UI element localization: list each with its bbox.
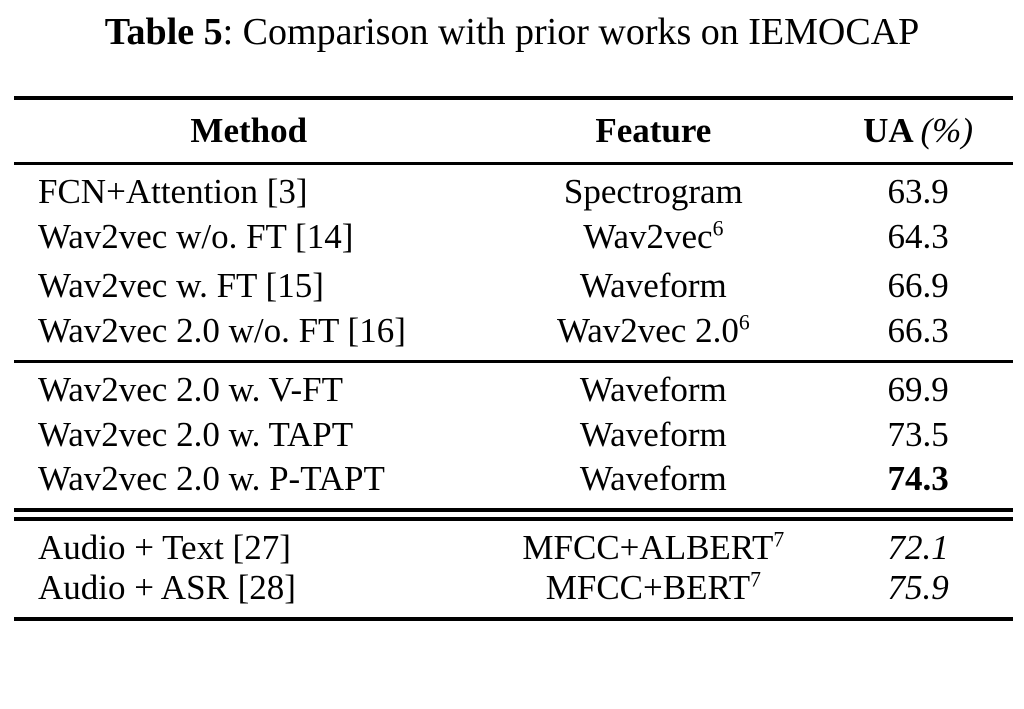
ua-cell: 69.9 <box>887 369 949 409</box>
feature-cell: Waveform <box>579 266 727 306</box>
method-cell: Wav2vec 2.0 w. P-TAPT <box>38 459 385 499</box>
ua-cell: 66.3 <box>887 310 949 350</box>
ua-cell: 63.9 <box>887 172 949 212</box>
table-caption-label: Table 5 <box>104 11 223 53</box>
header-ua: UA (%) <box>823 97 1013 166</box>
method-cell: Wav2vec 2.0 w. V-FT <box>38 369 344 409</box>
table-row: Audio + ASR [28] MFCC+BERT7 75.9 <box>14 568 1013 619</box>
feature-footnote-sup: 6 <box>738 309 750 334</box>
method-cell: Wav2vec w. FT [15] <box>38 266 324 306</box>
feature-cell: Spectrogram <box>563 172 743 212</box>
ua-cell: 66.9 <box>887 266 949 306</box>
feature-cell: Waveform <box>579 414 727 454</box>
table-row: Audio + Text [27] MFCC+ALBERT7 72.1 <box>14 515 1013 569</box>
header-ua-unit: (%) <box>920 110 973 150</box>
header-row: Method Feature UA (%) <box>14 97 1013 166</box>
table-group-multimodal: Audio + Text [27] MFCC+ALBERT7 72.1 Audi… <box>14 515 1013 620</box>
table-row: Wav2vec 2.0 w. TAPT Waveform 73.5 <box>14 410 1013 459</box>
table-row: Wav2vec w. FT [15] Waveform 66.9 <box>14 262 1013 311</box>
method-cell: Wav2vec 2.0 w. TAPT <box>38 414 354 454</box>
table-row: Wav2vec 2.0 w. V-FT Waveform 69.9 <box>14 361 1013 410</box>
table-group-proposed: Wav2vec 2.0 w. V-FT Waveform 69.9 Wav2ve… <box>14 361 1013 515</box>
ua-cell: 64.3 <box>887 217 949 257</box>
table-row: Wav2vec 2.0 w. P-TAPT Waveform 74.3 <box>14 459 1013 515</box>
table-row: FCN+Attention [3] Spectrogram 63.9 <box>14 164 1013 213</box>
table-caption-text: : Comparison with prior works on IEMOCAP <box>222 11 920 53</box>
table-row: Wav2vec 2.0 w/o. FT [16] Wav2vec 2.06 66… <box>14 311 1013 362</box>
feature-footnote-sup: 7 <box>773 527 785 552</box>
paper-page: Table 5: Comparison with prior works on … <box>0 10 1024 709</box>
table-group-prior-wav2vec: FCN+Attention [3] Spectrogram 63.9 Wav2v… <box>14 164 1013 362</box>
method-cell: Audio + ASR [28] <box>38 568 296 608</box>
method-cell: Audio + Text [27] <box>38 528 291 568</box>
header-ua-label: UA <box>863 110 912 150</box>
feature-cell: Wav2vec 2.06 <box>557 309 750 350</box>
table-row: Wav2vec w/o. FT [14] Wav2vec6 64.3 <box>14 213 1013 262</box>
feature-cell: Wav2vec6 <box>583 216 724 257</box>
comparison-table: Method Feature UA (%) FCN+Attention [3] … <box>14 95 1013 622</box>
feature-footnote-sup: 7 <box>750 567 761 592</box>
header-method: Method <box>14 97 484 166</box>
method-cell: Wav2vec w/o. FT [14] <box>38 217 354 257</box>
ua-cell: 73.5 <box>887 414 949 454</box>
ua-cell: 75.9 <box>887 568 949 608</box>
feature-cell: MFCC+ALBERT7 <box>522 527 785 568</box>
feature-footnote-sup: 6 <box>712 216 724 241</box>
feature-cell: Waveform <box>579 459 727 499</box>
feature-cell: MFCC+BERT7 <box>545 567 761 608</box>
ua-cell: 72.1 <box>887 528 949 568</box>
table-header: Method Feature UA (%) <box>14 97 1013 166</box>
method-cell: FCN+Attention [3] <box>38 172 308 212</box>
method-cell: Wav2vec 2.0 w/o. FT [16] <box>38 310 406 350</box>
ua-cell-best: 74.3 <box>887 459 949 499</box>
table-caption: Table 5: Comparison with prior works on … <box>0 10 1024 56</box>
header-feature: Feature <box>483 97 824 166</box>
feature-cell: Waveform <box>579 369 727 409</box>
